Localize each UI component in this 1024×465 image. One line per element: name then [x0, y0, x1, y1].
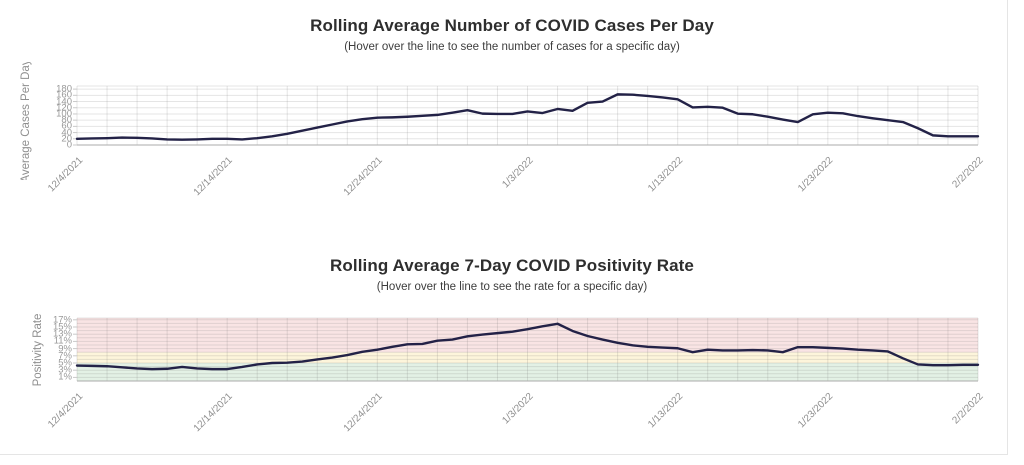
positivity-chart-subtitle: (Hover over the line to see the rate for… — [376, 281, 648, 293]
y-tick-label: 1% — [58, 371, 72, 383]
x-tick-label: 1/23/2022 — [796, 155, 836, 195]
threshold-band — [77, 318, 978, 353]
y-tick-label: 13% — [52, 328, 72, 340]
cases-plot-area[interactable] — [72, 85, 980, 146]
cases-chart-subtitle: (Hover over the line to see the number o… — [344, 41, 680, 53]
y-tick-label: 180 — [56, 83, 72, 95]
x-tick-label: 1/13/2022 — [646, 391, 686, 431]
x-tick-label: 1/3/2022 — [499, 155, 536, 191]
cases-y-tick-labels: 0 20 40 60 80 100 120 140 160 180 — [0, 83, 72, 149]
cases-x-tick-labels: 12/4/2021 12/14/2021 12/24/2021 1/3/2022 1/1… — [46, 150, 986, 202]
cases-trend-line[interactable] — [75, 93, 980, 141]
x-tick-label: 1/23/2022 — [796, 391, 836, 431]
x-tick-label: 2/2/2022 — [950, 391, 986, 427]
chart-canvas — [73, 317, 980, 382]
y-tick-label: 60 — [61, 120, 72, 132]
x-tick-label: 12/24/2021 — [341, 391, 386, 435]
y-tick-label: 100 — [56, 108, 72, 120]
y-tick-label: 80 — [61, 114, 72, 126]
threshold-band — [77, 352, 978, 363]
y-tick-label: 3% — [58, 364, 72, 376]
threshold-band — [77, 363, 978, 381]
positivity-plot-area[interactable] — [72, 317, 980, 382]
x-tick-label: 12/4/2021 — [45, 155, 85, 195]
y-tick-label: 17% — [52, 314, 72, 326]
x-tick-label: 2/2/2022 — [950, 155, 986, 191]
x-tick-label: 1/13/2022 — [646, 155, 686, 195]
positivity-y-tick-labels: 1% 3% 5% 7% 9% 11% 13% 15% 17% — [0, 314, 72, 383]
x-tick-label: 12/14/2021 — [191, 391, 235, 435]
x-tick-label: 12/14/2021 — [191, 155, 235, 199]
chart-canvas — [73, 85, 980, 146]
y-tick-label: 0 — [66, 139, 72, 151]
y-tick-label: 9% — [58, 342, 72, 354]
positivity-x-tick-labels: 12/4/2021 12/14/2021 12/24/2021 1/3/2022 1/1… — [46, 386, 986, 438]
positivity-trend-line[interactable] — [75, 322, 980, 371]
y-tick-label: 20 — [61, 133, 72, 145]
x-tick-label: 1/3/2022 — [499, 391, 536, 427]
cases-chart-title: Rolling Average Number of COVID Cases Pe… — [310, 16, 714, 35]
y-tick-label: 160 — [56, 89, 72, 101]
y-tick-label: 140 — [56, 95, 72, 107]
y-tick-label: 120 — [56, 101, 72, 113]
y-tick-label: 11% — [53, 335, 72, 347]
x-tick-label: 12/24/2021 — [341, 155, 386, 199]
positivity-chart-title: Rolling Average 7-Day COVID Positivity R… — [330, 256, 694, 275]
y-tick-label: 7% — [58, 350, 72, 362]
y-tick-label: 5% — [58, 357, 72, 369]
y-tick-label: 15% — [52, 321, 72, 333]
y-tick-label: 40 — [61, 126, 72, 138]
